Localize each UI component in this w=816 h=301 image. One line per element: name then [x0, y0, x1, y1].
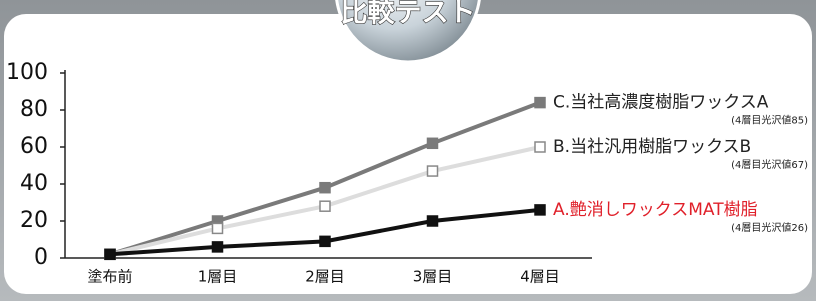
legend-label: B.当社汎用樹脂ワックスB — [553, 137, 751, 157]
point-marker — [105, 249, 115, 259]
chart: 比較テスト 0 20 40 60 80 100 塗布前 1層目 2層目 3層目 4層目 C.当社高濃度… — [0, 0, 816, 301]
legend-note: (4層目光沢値26) — [731, 221, 808, 234]
x-tick-label: 塗布前 — [87, 268, 132, 286]
point-marker — [535, 98, 545, 108]
point-marker — [428, 216, 438, 226]
point-marker — [320, 201, 330, 211]
y-tick-label: 80 — [20, 97, 48, 122]
point-marker — [535, 205, 545, 215]
point-marker — [320, 236, 330, 246]
x-tick-label: 3層目 — [413, 268, 453, 286]
x-tick-label: 1層目 — [198, 268, 238, 286]
y-tick-label: 40 — [20, 171, 48, 196]
point-marker — [213, 223, 223, 233]
point-marker — [320, 183, 330, 193]
y-tick-label: 20 — [20, 208, 48, 233]
legend-note: (4層目光沢値85) — [731, 114, 808, 127]
x-tick-label: 4層目 — [520, 268, 560, 286]
legend-label: A.艶消しワックスMAT樹脂 — [553, 200, 758, 220]
y-tick-label: 0 — [34, 245, 48, 270]
point-marker — [213, 242, 223, 252]
y-tick-label: 100 — [6, 60, 48, 85]
legend-note: (4層目光沢値67) — [731, 158, 808, 171]
y-tick-label: 60 — [20, 134, 48, 159]
legend-label: C.当社高濃度樹脂ワックスA — [553, 93, 769, 113]
point-marker — [428, 138, 438, 148]
point-marker — [428, 166, 438, 176]
chart-title: 比較テスト — [341, 0, 476, 29]
point-marker — [535, 142, 545, 152]
x-tick-label: 2層目 — [305, 268, 345, 286]
